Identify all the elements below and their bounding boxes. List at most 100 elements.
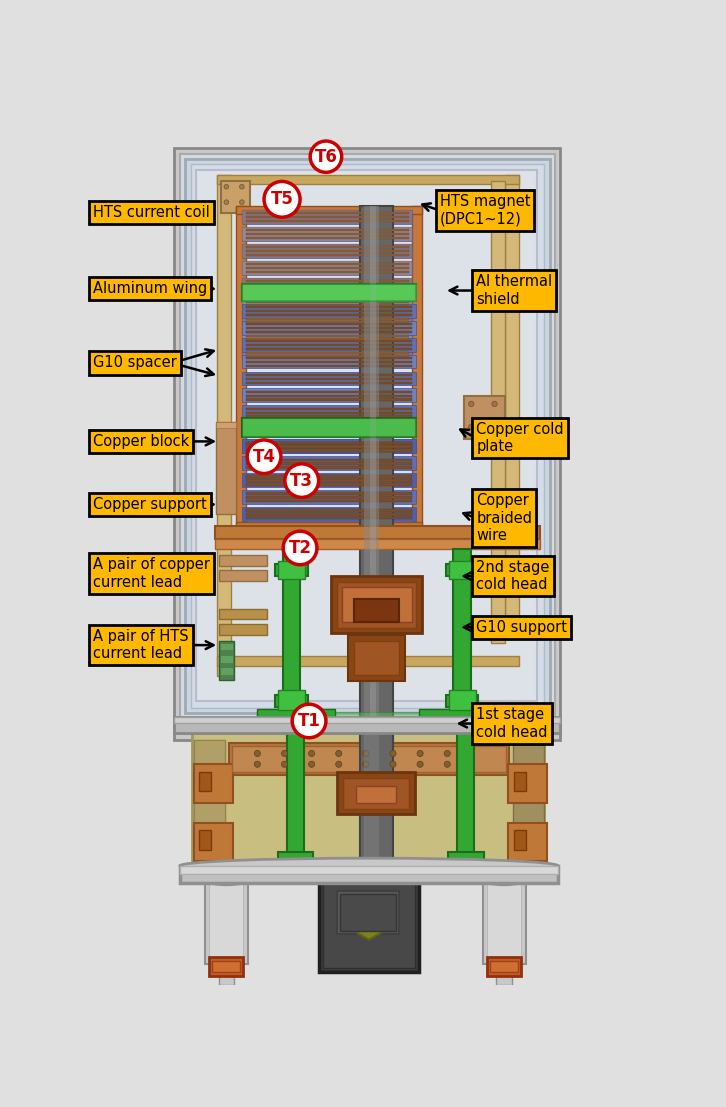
Circle shape	[283, 531, 317, 565]
Bar	[505, 175, 519, 622]
Bar	[449, 561, 476, 579]
Bar	[220, 668, 232, 675]
Bar	[337, 772, 415, 815]
Bar	[337, 582, 416, 628]
Bar	[216, 422, 236, 427]
Bar	[209, 956, 243, 976]
Bar	[245, 283, 409, 286]
Bar	[412, 206, 422, 529]
Bar	[242, 294, 412, 309]
Bar	[245, 313, 409, 317]
Bar	[245, 445, 412, 447]
Bar	[348, 635, 405, 681]
Bar	[213, 961, 240, 972]
Bar	[448, 852, 484, 863]
Bar	[196, 169, 537, 701]
Polygon shape	[357, 912, 381, 940]
Bar	[496, 964, 512, 985]
Bar	[229, 743, 509, 775]
Bar	[242, 311, 412, 325]
Circle shape	[390, 751, 396, 756]
Ellipse shape	[180, 858, 558, 873]
Circle shape	[390, 762, 396, 767]
Bar	[199, 830, 211, 850]
Bar	[275, 565, 308, 577]
Bar	[245, 271, 409, 273]
Bar	[245, 356, 412, 359]
Bar	[242, 227, 412, 240]
Bar	[191, 165, 544, 708]
Circle shape	[335, 762, 342, 767]
Bar	[245, 463, 412, 465]
Text: 2nd stage
cold head: 2nd stage cold head	[476, 560, 550, 592]
Bar	[245, 449, 412, 452]
Bar	[242, 329, 412, 342]
Text: Copper
braided
wire: Copper braided wire	[476, 494, 532, 544]
Bar	[174, 716, 560, 734]
Bar	[245, 500, 412, 503]
Bar	[205, 872, 248, 881]
Bar	[242, 210, 412, 224]
Circle shape	[492, 424, 497, 430]
Bar	[245, 313, 412, 317]
Text: A pair of HTS
current lead: A pair of HTS current lead	[93, 629, 189, 661]
Bar	[205, 880, 248, 964]
Bar	[245, 445, 412, 447]
Bar	[219, 555, 266, 566]
Text: Aluminum wing: Aluminum wing	[93, 281, 207, 297]
Bar	[245, 254, 409, 256]
Bar	[491, 180, 505, 642]
Bar	[242, 303, 416, 318]
Bar	[354, 641, 399, 675]
Bar	[245, 412, 412, 414]
Text: T5: T5	[271, 190, 293, 208]
Circle shape	[335, 751, 342, 756]
Circle shape	[309, 751, 315, 756]
Bar	[245, 476, 412, 478]
Text: HTS current coil: HTS current coil	[93, 205, 210, 219]
Bar	[215, 539, 540, 549]
Bar	[219, 570, 266, 581]
Bar	[237, 206, 245, 529]
Bar	[513, 739, 544, 867]
Bar	[245, 220, 409, 223]
Bar	[245, 263, 409, 266]
Bar	[483, 872, 526, 881]
Bar	[242, 473, 416, 487]
Bar	[342, 587, 412, 622]
Circle shape	[309, 762, 315, 767]
Circle shape	[363, 751, 369, 756]
Bar	[337, 891, 399, 933]
Bar	[508, 823, 547, 861]
Bar	[245, 288, 409, 290]
Bar	[242, 405, 416, 420]
Bar	[242, 372, 416, 385]
Bar	[242, 490, 416, 504]
Bar	[242, 389, 416, 402]
Bar	[486, 956, 521, 976]
Ellipse shape	[205, 875, 248, 886]
Bar	[242, 278, 412, 291]
Bar	[242, 311, 412, 325]
Bar	[245, 334, 409, 337]
Text: Copper cold
plate: Copper cold plate	[476, 422, 564, 454]
Text: Copper support: Copper support	[93, 497, 207, 511]
Bar	[245, 267, 409, 269]
Bar	[245, 509, 412, 511]
Bar	[245, 310, 412, 312]
Bar	[258, 712, 497, 718]
Circle shape	[417, 762, 423, 767]
Bar	[360, 206, 393, 807]
Bar	[508, 764, 547, 803]
Bar	[370, 206, 376, 807]
Bar	[220, 642, 232, 650]
Bar	[287, 734, 304, 865]
Bar	[242, 244, 412, 258]
Bar	[194, 739, 225, 867]
Bar	[180, 866, 558, 873]
Bar	[242, 294, 412, 309]
Bar	[174, 148, 560, 739]
Bar	[237, 206, 422, 214]
Circle shape	[468, 424, 474, 430]
Bar	[192, 734, 544, 868]
